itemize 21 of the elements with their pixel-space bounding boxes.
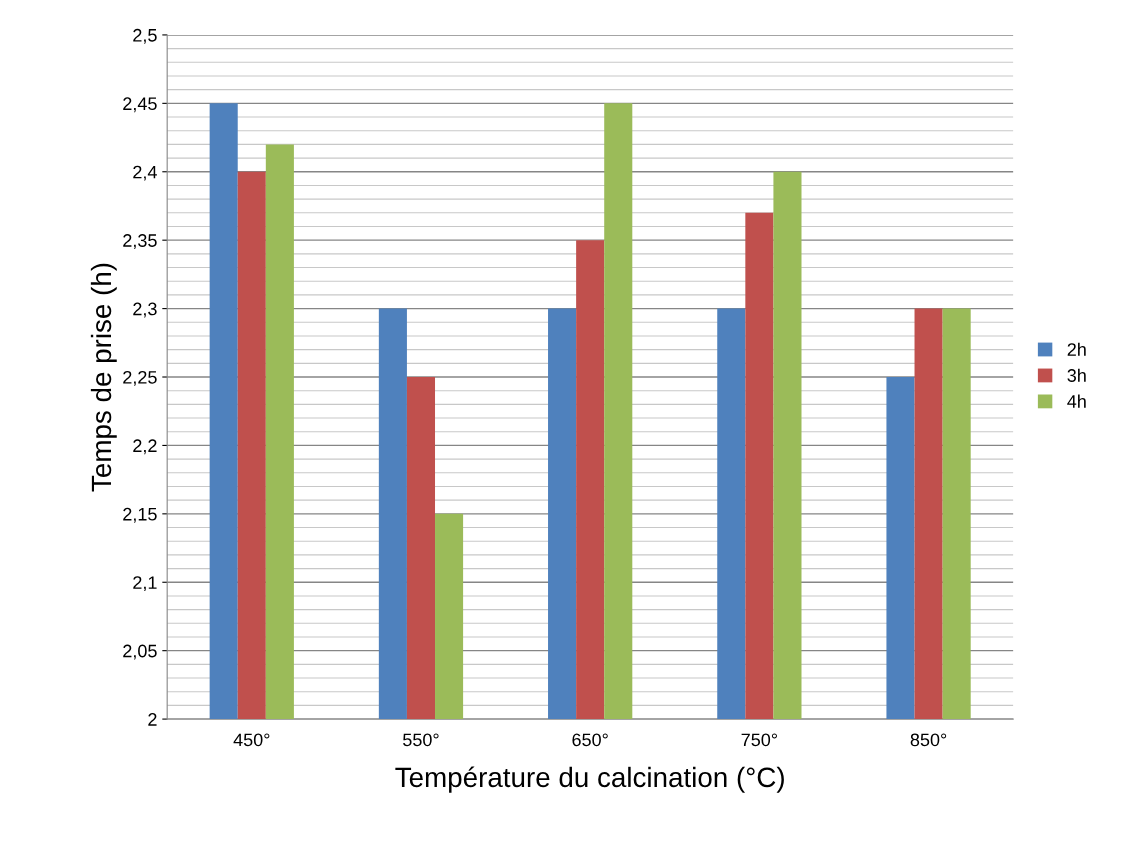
x-axis-title: Température du calcination (°C)	[395, 766, 784, 793]
y-tick-label: 2,35	[123, 234, 157, 250]
x-tick-label: 750°	[741, 733, 777, 747]
legend-label: 2h	[1067, 342, 1086, 356]
x-tick-label: 550°	[403, 733, 439, 747]
y-tick-label: 2,05	[123, 644, 157, 660]
x-tick-label: 650°	[572, 733, 608, 747]
y-tick-label: 2	[148, 713, 157, 726]
legend-label: 4h	[1067, 394, 1086, 408]
legend-label: 3h	[1067, 368, 1086, 382]
x-tick-label: 850°	[910, 733, 947, 747]
y-tick-label: 2,1	[133, 576, 157, 592]
y-axis-title: Temps de prise (h)	[90, 263, 117, 492]
y-tick-label: 2,5	[133, 28, 157, 44]
y-tick-label: 2,3	[133, 302, 157, 318]
y-tick-label: 2,15	[123, 507, 157, 523]
y-tick-label: 2,4	[133, 165, 157, 181]
x-tick-label: 450°	[233, 733, 270, 747]
y-tick-label: 2,25	[123, 370, 157, 386]
y-tick-label: 2,2	[133, 439, 157, 455]
y-tick-label: 2,45	[123, 97, 157, 113]
